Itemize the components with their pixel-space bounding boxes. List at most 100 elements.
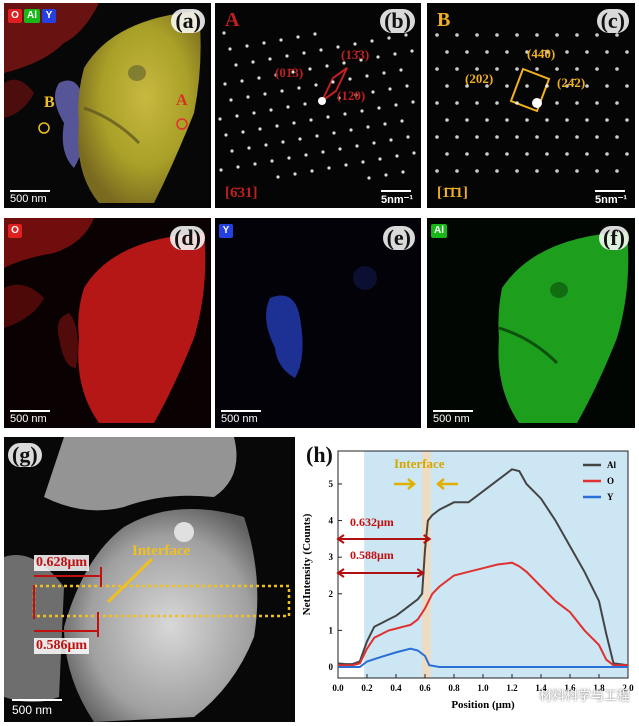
y-tick-label: 5 xyxy=(329,479,334,489)
measure-label-1: 0.632μm xyxy=(350,515,394,529)
diffraction-spot xyxy=(235,114,239,118)
diffraction-spot xyxy=(575,67,579,71)
panel-d: O (d) 500 nm xyxy=(4,218,211,428)
index-label-2: (01̄3) xyxy=(275,65,304,80)
diffraction-spot xyxy=(435,135,439,139)
diffraction-spot xyxy=(595,101,599,105)
y-tick-label: 0 xyxy=(329,662,334,672)
diffraction-spot xyxy=(297,86,301,90)
scale-bar xyxy=(595,190,625,192)
diffraction-spot xyxy=(257,76,261,80)
diffraction-spot xyxy=(535,67,539,71)
central-spot xyxy=(318,97,326,105)
diffraction-spot xyxy=(264,143,268,147)
diffraction-spot xyxy=(224,133,228,137)
point-a-label: A xyxy=(176,92,188,109)
diffraction-spot xyxy=(395,154,399,158)
diffraction-spot xyxy=(245,44,249,48)
scale-bar xyxy=(433,410,473,412)
diffraction-spot xyxy=(455,67,459,71)
diffraction-spot xyxy=(371,90,375,94)
diffraction-spot xyxy=(625,84,629,88)
diffraction-spot xyxy=(565,84,569,88)
panel-d-label: (d) xyxy=(170,226,205,250)
diffraction-spot xyxy=(222,31,226,35)
diffraction-spot xyxy=(229,98,233,102)
central-spot xyxy=(532,98,542,108)
diffraction-spot xyxy=(505,84,509,88)
diffraction-spot xyxy=(435,169,439,173)
diffraction-spot xyxy=(515,135,519,139)
diffraction-spot xyxy=(595,33,599,37)
diffraction-spot xyxy=(455,135,459,139)
diffraction-spot xyxy=(280,89,284,93)
diffraction-spot xyxy=(495,101,499,105)
diffraction-spot xyxy=(485,84,489,88)
diffraction-pattern-b xyxy=(218,31,416,180)
y-tick-label: 4 xyxy=(329,516,334,526)
diffraction-spot xyxy=(535,33,539,37)
diffraction-spot xyxy=(625,118,629,122)
y-axis-label: NetIntensity (Counts) xyxy=(301,513,313,615)
diffraction-spot xyxy=(338,147,342,151)
diffraction-spot xyxy=(384,173,388,177)
scale-bar xyxy=(381,190,411,192)
diffraction-spot xyxy=(313,32,317,36)
diffraction-spot xyxy=(525,152,529,156)
diffraction-spot xyxy=(388,87,392,91)
diffraction-spot xyxy=(495,135,499,139)
measure-arrow-1 xyxy=(336,534,432,544)
panel-a: O Al Y (a) A B 500 nm xyxy=(4,3,211,208)
diffraction-spot xyxy=(615,101,619,105)
diffraction-spot xyxy=(274,73,278,77)
diffraction-spot xyxy=(228,47,232,51)
panel-f: Al (f) 500 nm xyxy=(427,218,635,428)
diffraction-spot xyxy=(400,119,404,123)
diffraction-spot xyxy=(595,67,599,71)
diffraction-spot xyxy=(585,118,589,122)
diffraction-spot xyxy=(348,77,352,81)
diffraction-spot xyxy=(455,33,459,37)
diffraction-spot xyxy=(285,54,289,58)
diffraction-spot xyxy=(303,102,307,106)
diffraction-pattern-c xyxy=(435,33,629,173)
measure-label-2: 0.588μm xyxy=(350,548,394,562)
interface-label: Interface xyxy=(132,543,191,559)
diffraction-spot xyxy=(535,169,539,173)
diffraction-spot xyxy=(268,57,272,61)
scale-label: 500 nm xyxy=(12,703,53,717)
diffraction-spot xyxy=(304,153,308,157)
diffraction-spot xyxy=(258,127,262,131)
diffraction-spot xyxy=(308,67,312,71)
diffraction-spot xyxy=(565,152,569,156)
panel-f-image xyxy=(498,232,629,423)
panel-f-label: (f) xyxy=(599,226,629,250)
scale-label: 500 nm xyxy=(433,413,470,425)
x-axis-label: Position (μm) xyxy=(451,699,515,711)
panel-b-label: (b) xyxy=(380,9,415,33)
diffraction-spot xyxy=(251,60,255,64)
x-tick-label: 0.4 xyxy=(390,683,402,693)
diffraction-spot xyxy=(555,67,559,71)
diffraction-spot xyxy=(241,130,245,134)
scale-label: 500 nm xyxy=(221,413,258,425)
panel-e-image xyxy=(266,266,377,378)
diffraction-spot xyxy=(298,137,302,141)
diffraction-spot xyxy=(445,50,449,54)
diffraction-spot xyxy=(276,175,280,179)
diffraction-spot xyxy=(314,83,318,87)
diffraction-spot xyxy=(585,50,589,54)
diffraction-spot xyxy=(270,159,274,163)
diffraction-spot xyxy=(342,61,346,65)
diffraction-spot xyxy=(293,172,297,176)
measure-label-1: 0.628μm xyxy=(34,555,90,571)
interface-label: Interface xyxy=(394,456,445,471)
diffraction-spot xyxy=(319,48,323,52)
panel-g-image xyxy=(4,437,291,722)
diffraction-spot xyxy=(387,36,391,40)
diffraction-spot xyxy=(515,169,519,173)
diffraction-spot xyxy=(575,33,579,37)
x-tick-label: 1.2 xyxy=(506,683,518,693)
diffraction-spot xyxy=(349,128,353,132)
diffraction-spot xyxy=(315,134,319,138)
